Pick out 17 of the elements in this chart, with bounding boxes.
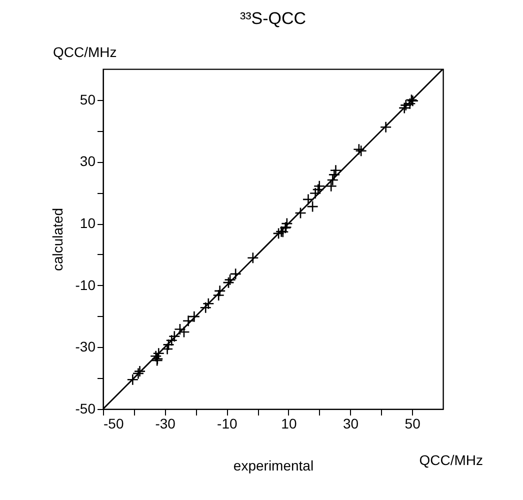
x-tick-label: 30 [342,416,359,432]
chart-title: ³³S-QCC [240,9,306,28]
x-tick-label: 10 [281,416,297,432]
x-tick-label: -10 [217,416,238,432]
y-tick-label: 50 [80,91,96,108]
text: QCC/MHz [419,452,483,468]
y-tick-label: 30 [80,153,96,170]
x-tick-label: 50 [404,416,421,432]
y-tick-label: -30 [75,338,96,355]
x-tick-label: -30 [155,416,176,432]
y-tick-label: 10 [80,215,96,232]
x-axis-title: experimental [233,458,314,474]
y-tick-label: -10 [75,276,96,293]
x-tick-label: -50 [104,416,124,432]
y-axis-title: calculated [49,208,66,272]
text: QCC/MHz [53,44,117,60]
y-tick-label: -50 [75,400,96,416]
